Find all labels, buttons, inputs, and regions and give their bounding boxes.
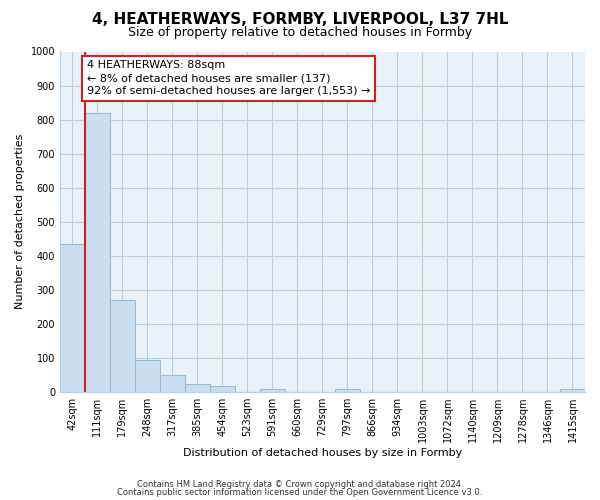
X-axis label: Distribution of detached houses by size in Formby: Distribution of detached houses by size … <box>183 448 462 458</box>
Bar <box>260 389 285 392</box>
Y-axis label: Number of detached properties: Number of detached properties <box>15 134 25 309</box>
Bar <box>110 300 135 392</box>
Text: Contains HM Land Registry data © Crown copyright and database right 2024.: Contains HM Land Registry data © Crown c… <box>137 480 463 489</box>
Bar <box>135 360 160 392</box>
Text: 4 HEATHERWAYS: 88sqm
← 8% of detached houses are smaller (137)
92% of semi-detac: 4 HEATHERWAYS: 88sqm ← 8% of detached ho… <box>87 60 370 96</box>
Text: 4, HEATHERWAYS, FORMBY, LIVERPOOL, L37 7HL: 4, HEATHERWAYS, FORMBY, LIVERPOOL, L37 7… <box>92 12 508 28</box>
Bar <box>210 386 235 392</box>
Bar <box>560 389 585 392</box>
Bar <box>160 376 185 392</box>
Bar <box>335 388 360 392</box>
Bar <box>85 112 110 392</box>
Text: Size of property relative to detached houses in Formby: Size of property relative to detached ho… <box>128 26 472 39</box>
Text: Contains public sector information licensed under the Open Government Licence v3: Contains public sector information licen… <box>118 488 482 497</box>
Bar <box>185 384 210 392</box>
Bar <box>60 244 85 392</box>
